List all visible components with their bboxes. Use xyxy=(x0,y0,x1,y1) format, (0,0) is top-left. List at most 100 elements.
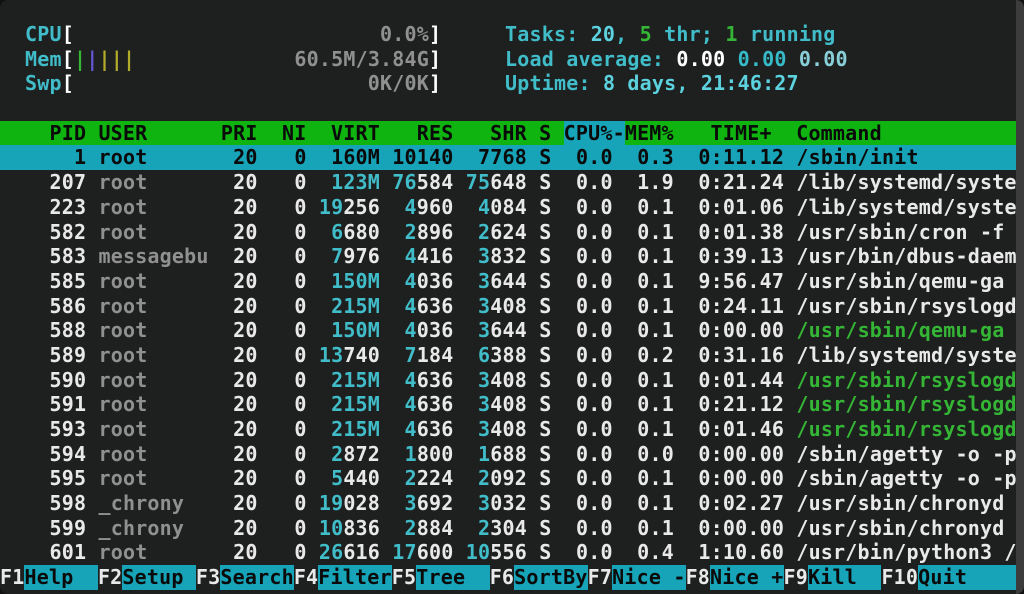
fkey-f7-action-nice-[interactable]: Nice - xyxy=(612,565,686,590)
command-cell: /usr/sbin/cron -f xyxy=(796,219,1017,244)
cpu-mem-time-cells: 0.0 0.2 0:31.16 xyxy=(563,342,797,367)
system-summary: Tasks: 20, 5 thr; 1 running Load average:… xyxy=(505,22,848,96)
process-row[interactable]: 223 root 20 0 19256 4960 4084 S 0.0 0.1 … xyxy=(0,195,1016,220)
process-table-body: 1 root 20 0 160M 10140 7768 S 0.0 0.3 0:… xyxy=(0,145,1017,565)
process-row[interactable]: 598 _chrony 20 0 19028 3692 3032 S 0.0 0… xyxy=(0,491,1016,516)
res-cell: 3692 xyxy=(404,491,454,516)
shr-cell: 6388 xyxy=(478,342,528,367)
fkey-f1-label[interactable]: F1 xyxy=(0,565,25,590)
user-cell: root xyxy=(98,170,209,195)
process-table-header[interactable]: PID USER PRI NI VIRT RES SHR S CPU%-MEM%… xyxy=(0,120,1016,146)
process-row[interactable]: 585 root 20 0 150M 4036 3644 S 0.0 0.1 9… xyxy=(0,269,1016,294)
cpu-mem-time-cells: 0.0 0.1 0:00.00 xyxy=(563,466,797,491)
user-cell: root xyxy=(98,417,209,441)
meter-open-bracket: [ xyxy=(61,22,74,46)
fkey-f6-label[interactable]: F6 xyxy=(489,565,515,590)
load-average-segment xyxy=(787,47,799,71)
virt-cell: 123M xyxy=(331,170,381,195)
command-cell: /usr/sbin/rsyslogd xyxy=(796,367,1017,392)
command-cell: /sbin/init xyxy=(796,145,1017,170)
fkey-f2-action-setup[interactable]: Setup xyxy=(122,565,196,590)
fkey-f7-label[interactable]: F7 xyxy=(587,565,613,590)
cpu-mem-time-cells: 0.0 1.9 0:21.24 xyxy=(563,170,797,195)
fkey-f5-label[interactable]: F5 xyxy=(391,565,417,590)
state-cell: S xyxy=(539,367,552,392)
process-row[interactable]: 594 root 20 0 2872 1800 1688 S 0.0 0.0 0… xyxy=(0,442,1016,467)
res-cell: 4036 xyxy=(404,318,454,343)
process-row[interactable]: 595 root 20 0 5440 2224 2092 S 0.0 0.1 0… xyxy=(0,466,1016,491)
virt-cell: 19256 xyxy=(318,194,381,219)
process-row[interactable]: 588 root 20 0 150M 4036 3644 S 0.0 0.1 0… xyxy=(0,318,1016,343)
fkey-f3-action-search[interactable]: Search xyxy=(220,565,294,590)
sort-column-header[interactable]: CPU%- xyxy=(563,120,625,145)
mem-meter-value: 60.5M/3.84G xyxy=(135,46,430,71)
pid-cell: 590 xyxy=(25,367,87,392)
process-row[interactable]: 1 root 20 0 160M 10140 7768 S 0.0 0.3 0:… xyxy=(0,145,1017,171)
shr-cell: 3644 xyxy=(478,318,528,343)
process-row[interactable]: 591 root 20 0 215M 4636 3408 S 0.0 0.1 0… xyxy=(0,392,1016,417)
fkey-f9-label[interactable]: F9 xyxy=(783,565,808,590)
window-edge xyxy=(1016,0,1024,594)
virt-cell: 160M xyxy=(331,145,381,170)
command-cell: /usr/sbin/rsyslogd xyxy=(796,293,1017,318)
fkey-f10-action-quit[interactable]: Quit xyxy=(918,565,1016,590)
fkey-f4-label[interactable]: F4 xyxy=(293,565,319,590)
pid-cell: 591 xyxy=(25,392,87,417)
user-cell: root xyxy=(98,466,209,491)
fkey-f2-label[interactable]: F2 xyxy=(97,565,123,590)
meter-close-bracket: ] xyxy=(428,71,442,96)
process-row[interactable]: 207 root 20 0 123M 76584 75648 S 0.0 1.9… xyxy=(0,170,1016,195)
uptime-segment: Uptime: xyxy=(505,71,603,96)
cpu-mem-time-cells: 0.0 0.1 0:02.27 xyxy=(563,491,797,516)
fkey-f8-label[interactable]: F8 xyxy=(685,565,711,590)
pri-ni-cells: 20 0 xyxy=(220,515,307,540)
process-row[interactable]: 593 root 20 0 215M 4636 3408 S 0.0 0.1 0… xyxy=(0,417,1016,442)
shr-cell: 4084 xyxy=(478,194,528,219)
fkey-f1-action-help[interactable]: Help xyxy=(24,565,98,590)
cpu-mem-time-cells: 0.0 0.0 0:00.00 xyxy=(563,441,797,466)
pri-ni-cells: 20 0 xyxy=(220,244,307,269)
process-row[interactable]: 589 root 20 0 13740 7184 6388 S 0.0 0.2 … xyxy=(0,343,1016,368)
meter-close-bracket: ] xyxy=(429,46,442,71)
pri-ni-cells: 20 0 xyxy=(220,491,307,516)
fkey-f8-action-nice-[interactable]: Nice + xyxy=(710,565,784,590)
virt-cell: 5440 xyxy=(331,466,381,491)
process-row[interactable]: 582 root 20 0 6680 2896 2624 S 0.0 0.1 0… xyxy=(0,220,1016,245)
process-row[interactable]: 599 _chrony 20 0 10836 2884 2304 S 0.0 0… xyxy=(0,516,1016,541)
fkey-f3-label[interactable]: F3 xyxy=(195,565,221,590)
fkey-f5-action-tree[interactable]: Tree xyxy=(416,565,490,590)
blank-line xyxy=(0,96,1016,121)
column-headers[interactable]: MEM% TIME+ Command xyxy=(624,120,882,145)
cpu-mem-time-cells: 0.0 0.1 0:21.12 xyxy=(563,392,797,417)
pid-cell: 593 xyxy=(25,417,87,441)
cpu-mem-time-cells: 0.0 0.1 0:00.00 xyxy=(563,515,797,540)
function-key-bar: F1 Help F2 Setup F3 Search F4 Filter F5 Tree F6… xyxy=(0,565,1016,590)
command-cell: /usr/sbin/chronyd xyxy=(796,515,1017,540)
fkey-f6-action-sortby[interactable]: SortBy xyxy=(514,565,588,590)
mem-meter-label: Mem xyxy=(25,46,62,71)
process-row[interactable]: 583 messagebu 20 0 7976 4416 3832 S 0.0 … xyxy=(0,244,1016,269)
user-cell: root xyxy=(98,342,209,367)
virt-cell: 215M xyxy=(331,367,381,392)
state-cell: S xyxy=(539,515,552,540)
pid-cell: 601 xyxy=(25,540,87,565)
user-cell: root xyxy=(98,268,209,293)
res-cell: 2884 xyxy=(404,515,454,540)
command-cell: /usr/sbin/chronyd xyxy=(796,491,1017,516)
fkey-f10-label[interactable]: F10 xyxy=(881,565,919,590)
state-cell: S xyxy=(539,145,552,170)
process-row[interactable]: 601 root 20 0 26616 17600 10556 S 0.0 0.… xyxy=(0,540,1016,565)
shr-cell: 3408 xyxy=(478,392,528,417)
fkey-f9-action-kill[interactable]: Kill xyxy=(807,565,882,590)
pri-ni-cells: 20 0 xyxy=(220,145,307,170)
process-row[interactable]: 586 root 20 0 215M 4636 3408 S 0.0 0.1 0… xyxy=(0,294,1016,319)
fkey-f4-action-filter[interactable]: Filter xyxy=(318,565,392,590)
command-cell: /lib/systemd/syste xyxy=(796,194,1017,219)
tasks-summary: Tasks: 20, 5 thr; 1 running xyxy=(505,22,848,47)
column-headers[interactable]: PID USER PRI NI VIRT RES SHR S xyxy=(25,120,564,145)
process-row[interactable]: 590 root 20 0 215M 4636 3408 S 0.0 0.1 0… xyxy=(0,368,1016,393)
pri-ni-cells: 20 0 xyxy=(220,466,307,491)
virt-cell: 215M xyxy=(331,293,381,318)
pid-cell: 223 xyxy=(25,194,87,219)
command-cell: /lib/systemd/syste xyxy=(796,342,1017,367)
